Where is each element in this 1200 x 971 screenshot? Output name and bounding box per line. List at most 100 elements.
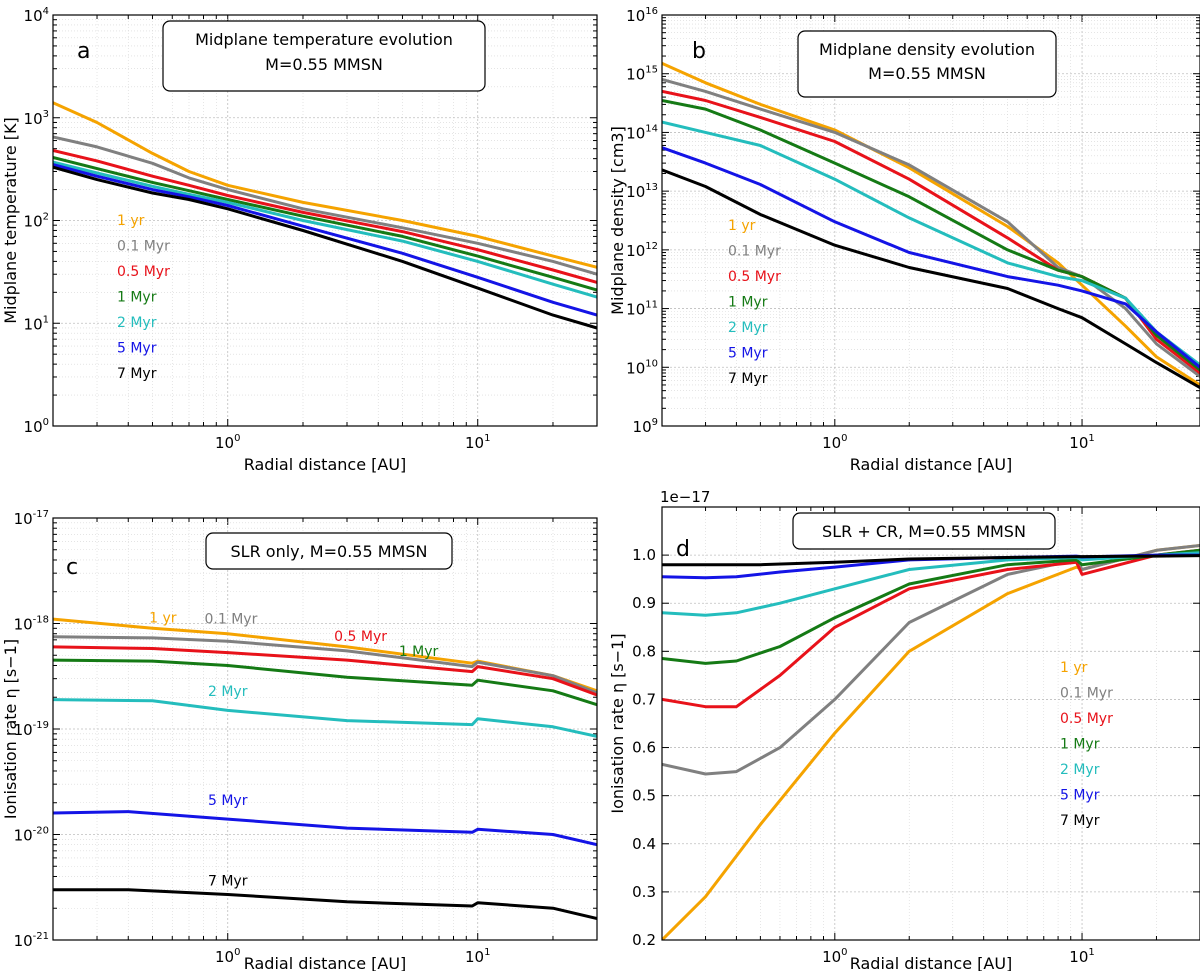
x-tick-label: 101 [1069,433,1094,452]
y-tick-label: 0.7 [632,690,656,708]
series-line-2-myr [53,698,597,738]
panel-c: 100 101 10-21 10-20 10-19 10-18 10-17 Radial di… [1,509,598,971]
legend-entry-0-1-myr: 0.1 Myr [1060,686,1113,702]
x-tick-label: 101 [1069,947,1094,966]
y-tick-label: 1015 [626,65,658,84]
series-line-0-5-myr [53,149,597,284]
y-tick-label: 104 [24,6,49,25]
series-label-1-myr: 1 Myr [399,644,439,660]
legend-entry-7-myr: 7 Myr [117,366,157,382]
axes-frame [52,14,598,427]
y-tick-label: 10-19 [14,720,49,739]
series-label-7-myr: 7 Myr [208,873,248,889]
series-line-5-myr [53,810,597,847]
y-tick-label: 10-21 [14,931,49,950]
series-line-2-myr [662,551,1200,617]
panel-d: 100 101 0.2 0.3 0.4 0.5 0.6 0.7 0.8 0.9 1.0 1e−17 Ra… [608,488,1200,971]
y-tick-label: 1012 [626,241,658,260]
y-tick-label: 109 [633,417,658,436]
legend-entry-7-myr: 7 Myr [728,371,768,387]
y-tick-label: 1014 [626,123,658,142]
legend-entry-1-yr: 1 yr [728,218,756,234]
y-tick-label: 1011 [626,300,658,319]
y-tick-label: 10-20 [14,826,49,845]
title-text: Midplane density evolution [819,40,1035,59]
series-line-0-5-myr [53,645,597,697]
y-tick-label: 0.2 [632,931,656,949]
series-line-0-5-myr [662,548,1200,709]
title-text: SLR + CR, M=0.55 MMSN [822,522,1026,541]
title-box [205,532,453,570]
y-tick-label: 10-18 [14,615,49,634]
legend-entry-0-5-myr: 0.5 Myr [728,269,781,285]
y-tick-label: 101 [24,314,49,333]
y-tick-label: 103 [24,109,49,128]
panel-letter: b [692,39,706,64]
series-group [53,617,597,920]
legend-entry-0-5-myr: 0.5 Myr [1060,711,1113,727]
y-tick-label: 1.0 [632,546,656,564]
axes-frame [661,506,1200,941]
y-tick-label: 0.3 [632,883,656,901]
legend-entry-1-yr: 1 yr [117,213,145,229]
y-tick-label: 1016 [626,6,658,25]
legend-entry-0-1-myr: 0.1 Myr [728,244,781,260]
series-line-7-myr [53,888,597,920]
series-group [53,101,597,330]
y-tick-label: 0.6 [632,739,656,757]
y-tick-label: 1013 [626,182,658,201]
axes-frame [661,14,1200,427]
series-group [662,61,1200,390]
y-tick-label: 0.9 [632,594,656,612]
x-tick-label: 101 [465,947,490,966]
series-label-5-myr: 5 Myr [208,793,248,809]
legend-entry-1-myr: 1 Myr [117,290,157,306]
title-box [162,20,486,92]
legend-entry-1-yr: 1 yr [1060,660,1088,676]
legend-entry-1-myr: 1 Myr [728,295,768,311]
y-axis-label: Midplane density [cm3] [608,126,627,315]
axes-frame [52,517,598,941]
title-box [797,30,1057,98]
legend-entry-5-myr: 5 Myr [117,341,157,357]
series-line-2-myr [53,160,597,299]
series-line-1-myr [662,548,1200,665]
legend-entry-2-myr: 2 Myr [728,320,768,336]
legend-entry-0-1-myr: 0.1 Myr [117,239,170,255]
series-label-1-yr: 1 yr [149,611,177,627]
y-axis-label: Midplane temperature [K] [1,117,20,324]
x-axis-label: Radial distance [AU] [850,455,1013,474]
y-axis-label: Ionisation rate η [s−1] [608,633,627,813]
legend-entry-2-myr: 2 Myr [1060,762,1100,778]
title-text: Midplane temperature evolution [195,30,453,49]
series-line-7-myr [53,165,597,330]
series-line-1-yr [53,101,597,269]
panel-letter: c [66,555,78,580]
title-text: M=0.55 MMSN [868,64,986,83]
legend-entry-7-myr: 7 Myr [1060,813,1100,829]
legend-entry-5-myr: 5 Myr [1060,788,1100,804]
y-axis-label: Ionisation rate η [s−1] [1,639,20,819]
series-line-5-myr [53,163,597,317]
series-label-0-1-myr: 0.1 Myr [205,612,258,628]
title-text: SLR only, M=0.55 MMSN [231,542,428,561]
plot-area [662,507,1200,940]
legend-entry-0-5-myr: 0.5 Myr [117,264,170,280]
series-line-0-1-myr [53,135,597,276]
series-line-7-myr [662,168,1200,390]
legend-entry-2-myr: 2 Myr [117,315,157,331]
x-axis-label: Radial distance [AU] [850,954,1013,971]
title-box [792,512,1056,550]
panel-b: 100 101 109 1010 1011 1012 1013 1014 1015 1016 Rad… [608,6,1200,474]
series-line-0-1-myr [662,544,1200,776]
axis-offset-label: 1e−17 [660,488,710,506]
series-line-1-myr [53,156,597,292]
series-label-2-myr: 2 Myr [208,684,248,700]
x-tick-label: 100 [822,433,847,452]
series-line-1-yr [662,61,1200,387]
x-tick-label: 100 [215,947,240,966]
legend-entry-1-myr: 1 Myr [1060,737,1100,753]
x-tick-label: 100 [822,947,847,966]
y-tick-label: 0.5 [632,787,656,805]
